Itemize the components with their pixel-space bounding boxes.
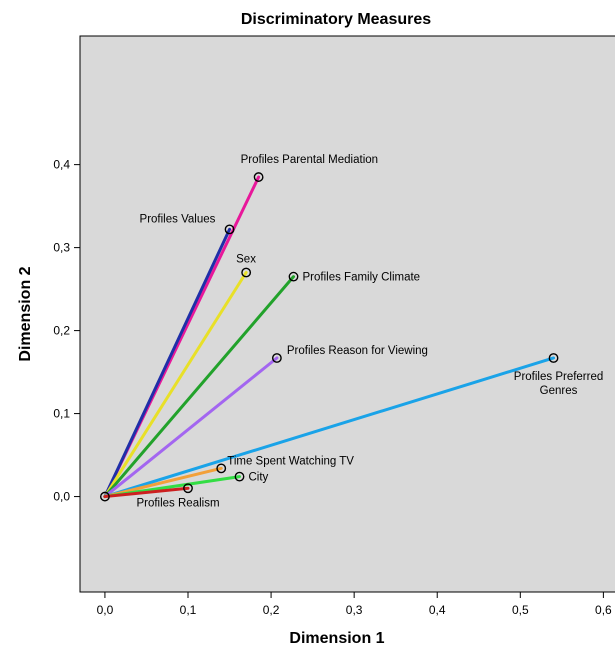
series-label: Profiles Realism xyxy=(136,497,219,509)
series-label: Time Spent Watching TV xyxy=(227,455,354,467)
origin-point xyxy=(100,491,110,502)
series-line xyxy=(103,466,223,499)
series-label: Profiles Reason for Viewing xyxy=(287,345,428,357)
series-point xyxy=(241,267,252,278)
chart-title: Discriminatory Measures xyxy=(241,11,431,28)
y-tick-label: 0,4 xyxy=(53,158,70,172)
series-line xyxy=(103,271,248,499)
series-labels: Profiles Parental Mediation Profiles Valu… xyxy=(136,154,603,509)
y-tick-label: 0,0 xyxy=(53,490,70,504)
series-point xyxy=(271,353,282,363)
series-lines xyxy=(103,175,556,499)
series-line xyxy=(103,227,232,499)
series-point xyxy=(253,172,264,182)
series-line xyxy=(103,356,279,499)
series-line xyxy=(103,275,296,499)
y-tick-label: 0,3 xyxy=(53,241,70,255)
series-label: City xyxy=(249,472,269,484)
series-points xyxy=(183,172,559,494)
series-point xyxy=(234,471,245,482)
series-point xyxy=(288,271,299,282)
y-axis-ticks: 0,0 0,1 0,2 0,3 0,4 xyxy=(53,158,80,504)
x-tick-label: 0,0 xyxy=(97,603,114,617)
y-axis-label: Dimension 2 xyxy=(17,266,34,361)
series-point xyxy=(183,483,193,494)
plot-area xyxy=(79,35,615,593)
series-line xyxy=(103,486,190,499)
x-tick-label: 0,3 xyxy=(346,603,363,617)
series-label: Profiles Values xyxy=(140,213,216,225)
x-tick-label: 0,5 xyxy=(512,603,529,617)
y-tick-label: 0,1 xyxy=(53,407,70,421)
origin-marker xyxy=(100,491,110,502)
x-tick-label: 0,6 xyxy=(595,603,612,617)
x-axis-ticks: 0,0 0,1 0,2 0,3 0,4 0,5 0,6 xyxy=(97,592,612,617)
x-tick-label: 0,4 xyxy=(429,603,446,617)
x-axis-label: Dimension 1 xyxy=(289,630,384,647)
series-point xyxy=(216,463,227,474)
series-label: Sex xyxy=(236,254,256,266)
series-label: Profiles Parental Mediation xyxy=(241,154,378,166)
series-line xyxy=(103,356,556,499)
y-tick-label: 0,2 xyxy=(53,324,70,338)
series-label: Profiles Preferred Genres xyxy=(514,371,603,397)
series-label: Profiles Family Climate xyxy=(303,272,421,284)
x-tick-label: 0,2 xyxy=(263,603,280,617)
series-point xyxy=(224,224,235,235)
series-point xyxy=(548,353,559,363)
x-tick-label: 0,1 xyxy=(180,603,197,617)
